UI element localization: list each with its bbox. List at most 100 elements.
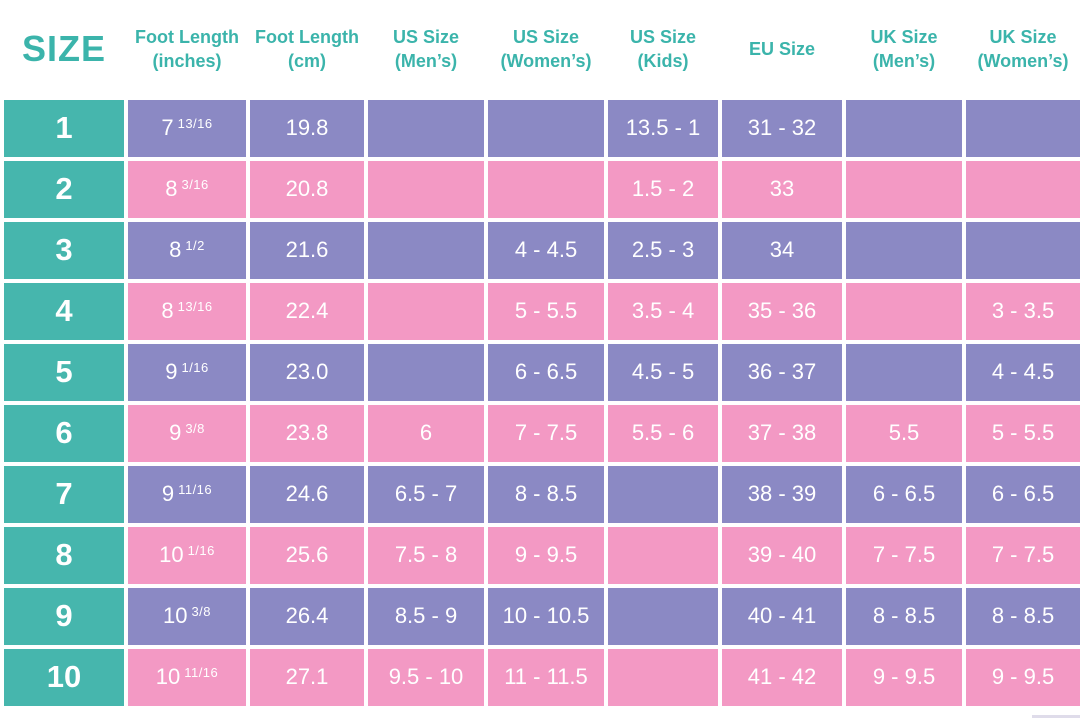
foot-length-inches-cell: 7 13/16 [124, 95, 250, 161]
eu-size-cell: 37 - 38 [718, 400, 846, 466]
uk-mens-cell: 6 - 6.5 [842, 461, 966, 527]
foot-length-cm-cell: 21.6 [246, 217, 368, 283]
inches-whole: 9 [165, 359, 178, 384]
header-line-2: (Men’s) [872, 51, 936, 72]
foot-length-inches-cell: 8 3/16 [124, 156, 250, 222]
foot-length-cm-cell: 23.8 [246, 400, 368, 466]
uk-mens-cell [842, 95, 966, 161]
table-body: 1 7 13/16 19.8 13.5 - 1 31 - 32 2 8 3/16 2… [0, 95, 1080, 710]
us-mens-cell: 6 [364, 400, 488, 466]
uk-womens-cell: 6 - 6.5 [962, 461, 1080, 527]
header-line-1: US Size [512, 27, 580, 48]
header-us-size-mens: US Size (Men’s) [364, 0, 488, 99]
foot-length-cm-cell: 22.4 [246, 278, 368, 344]
us-kids-cell [604, 644, 722, 710]
foot-length-inches-cell: 9 3/8 [124, 400, 250, 466]
us-mens-cell [364, 278, 488, 344]
us-kids-cell [604, 583, 722, 649]
eu-size-cell: 38 - 39 [718, 461, 846, 527]
inches-fraction: 1/2 [185, 238, 205, 253]
uk-womens-cell: 5 - 5.5 [962, 400, 1080, 466]
uk-mens-cell [842, 339, 966, 405]
uk-womens-cell [962, 217, 1080, 283]
uk-womens-cell: 7 - 7.5 [962, 522, 1080, 588]
inches-fraction: 3/8 [185, 421, 205, 436]
us-mens-cell [364, 339, 488, 405]
eu-size-cell: 33 [718, 156, 846, 222]
table-row-size-6: 6 9 3/8 23.8 6 7 - 7.5 5.5 - 6 37 - 38 5.… [0, 400, 1080, 466]
table-row-size-4: 4 8 13/16 22.4 5 - 5.5 3.5 - 4 35 - 36 3 … [0, 278, 1080, 344]
eu-size-cell: 39 - 40 [718, 522, 846, 588]
us-womens-cell [484, 156, 608, 222]
us-womens-cell: 8 - 8.5 [484, 461, 608, 527]
table-row-size-10: 10 10 11/16 27.1 9.5 - 10 11 - 11.5 41 - … [0, 644, 1080, 710]
eu-size-cell: 34 [718, 217, 846, 283]
table-row-size-8: 8 10 1/16 25.6 7.5 - 8 9 - 9.5 39 - 40 7 … [0, 522, 1080, 588]
table-row-size-1: 1 7 13/16 19.8 13.5 - 1 31 - 32 [0, 95, 1080, 161]
uk-mens-cell [842, 278, 966, 344]
inches-fraction: 3/8 [191, 604, 212, 619]
header-line-1: EU Size [748, 39, 816, 60]
eu-size-cell: 40 - 41 [718, 583, 846, 649]
eu-size-cell: 41 - 42 [718, 644, 846, 710]
us-mens-cell [364, 156, 488, 222]
us-womens-cell: 10 - 10.5 [484, 583, 608, 649]
header-line-1: Foot Length [255, 27, 359, 48]
size-cell: 9 [0, 583, 128, 649]
cropped-edge-artifact [1032, 715, 1080, 718]
size-cell: 1 [0, 95, 128, 161]
header-line-2: (Women’s) [977, 51, 1069, 72]
uk-womens-cell: 4 - 4.5 [962, 339, 1080, 405]
foot-length-cm-cell: 27.1 [246, 644, 368, 710]
size-cell: 3 [0, 217, 128, 283]
eu-size-cell: 31 - 32 [718, 95, 846, 161]
header-eu-size: EU Size [718, 0, 846, 99]
inches-whole: 9 [169, 420, 182, 445]
us-mens-cell [364, 95, 488, 161]
us-mens-cell: 7.5 - 8 [364, 522, 488, 588]
inches-fraction: 1/16 [181, 360, 209, 375]
table-row-size-2: 2 8 3/16 20.8 1.5 - 2 33 [0, 156, 1080, 222]
size-cell: 5 [0, 339, 128, 405]
us-mens-cell [364, 217, 488, 283]
us-kids-cell: 13.5 - 1 [604, 95, 722, 161]
us-mens-cell: 8.5 - 9 [364, 583, 488, 649]
us-mens-cell: 6.5 - 7 [364, 461, 488, 527]
uk-mens-cell [842, 156, 966, 222]
foot-length-inches-cell: 10 11/16 [124, 644, 250, 710]
uk-mens-cell: 8 - 8.5 [842, 583, 966, 649]
table-row-size-9: 9 10 3/8 26.4 8.5 - 9 10 - 10.5 40 - 41 8… [0, 583, 1080, 649]
eu-size-cell: 36 - 37 [718, 339, 846, 405]
us-kids-cell: 2.5 - 3 [604, 217, 722, 283]
header-foot-length-cm: Foot Length (cm) [246, 0, 368, 99]
inches-fraction: 11/16 [184, 665, 219, 680]
us-mens-cell: 9.5 - 10 [364, 644, 488, 710]
foot-length-cm-cell: 26.4 [246, 583, 368, 649]
inches-fraction: 13/16 [177, 299, 213, 314]
uk-mens-cell: 9 - 9.5 [842, 644, 966, 710]
uk-womens-cell: 9 - 9.5 [962, 644, 1080, 710]
size-cell: 7 [0, 461, 128, 527]
foot-length-cm-cell: 20.8 [246, 156, 368, 222]
inches-whole: 8 [161, 298, 174, 323]
inches-whole: 7 [161, 115, 174, 140]
table-header: SIZE Foot Length (inches) Foot Length (cm)… [0, 0, 1080, 99]
eu-size-cell: 35 - 36 [718, 278, 846, 344]
header-size: SIZE [0, 0, 128, 99]
table-row-size-7: 7 9 11/16 24.6 6.5 - 7 8 - 8.5 38 - 39 6 … [0, 461, 1080, 527]
uk-womens-cell [962, 156, 1080, 222]
header-line-2: (inches) [152, 51, 222, 72]
foot-length-cm-cell: 25.6 [246, 522, 368, 588]
us-womens-cell: 7 - 7.5 [484, 400, 608, 466]
size-cell: 2 [0, 156, 128, 222]
foot-length-inches-cell: 9 11/16 [124, 461, 250, 527]
inches-whole: 8 [165, 176, 178, 201]
uk-womens-cell [962, 95, 1080, 161]
us-womens-cell: 9 - 9.5 [484, 522, 608, 588]
header-uk-size-womens: UK Size (Women’s) [962, 0, 1080, 99]
foot-length-inches-cell: 8 1/2 [124, 217, 250, 283]
uk-mens-cell: 7 - 7.5 [842, 522, 966, 588]
header-line-2: (Kids) [637, 51, 689, 72]
header-row: SIZE Foot Length (inches) Foot Length (cm)… [0, 0, 1080, 99]
